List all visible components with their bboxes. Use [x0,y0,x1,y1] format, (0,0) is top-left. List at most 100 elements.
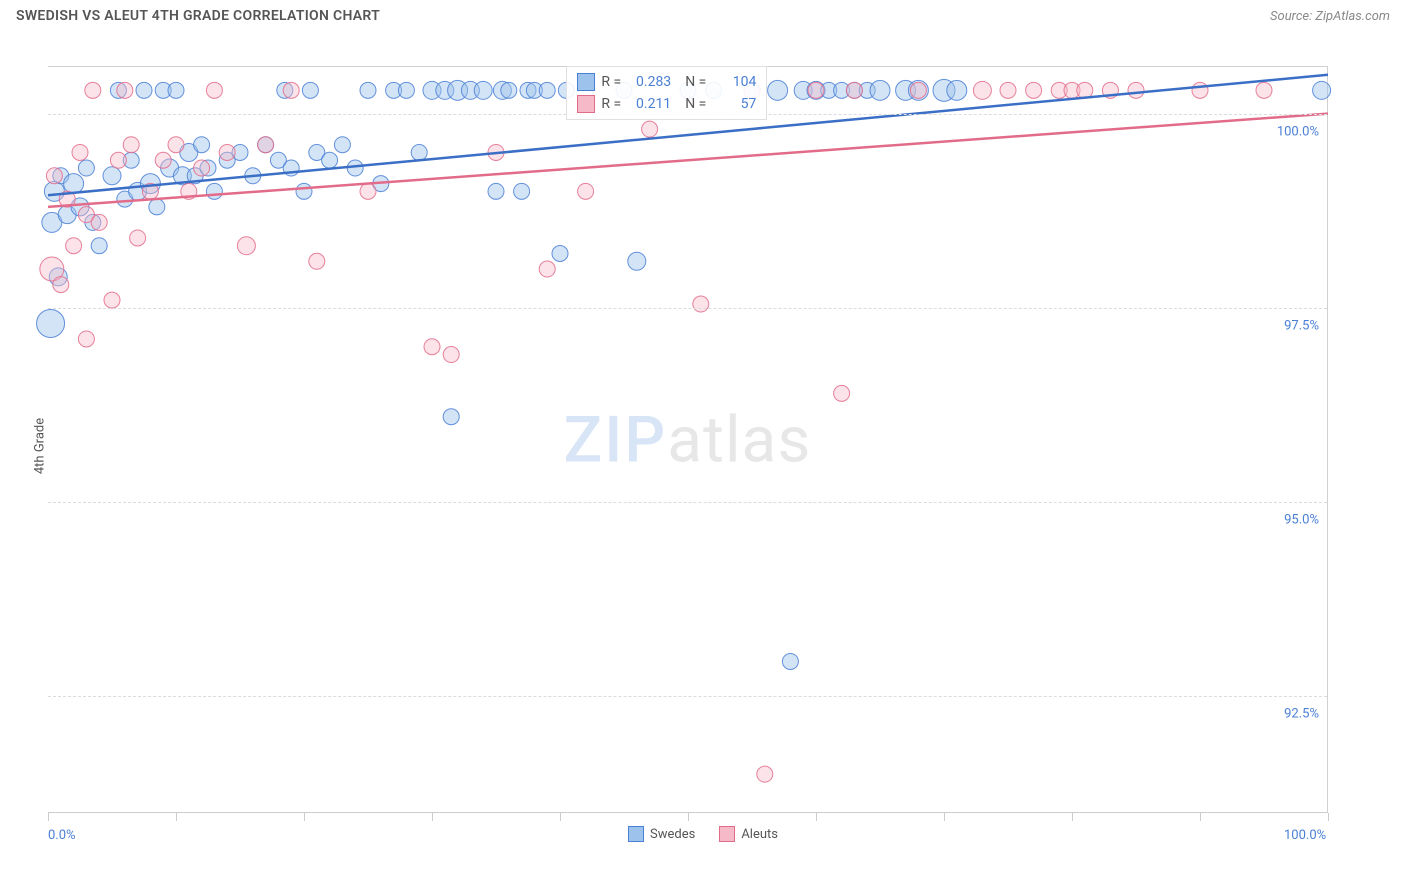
scatter-point [64,174,84,194]
scatter-point [443,409,459,425]
x-tick [1072,813,1073,821]
grid-line-h [48,308,1327,309]
scatter-point [91,214,107,230]
scatter-point [194,137,210,153]
scatter-point [424,339,440,355]
scatter-point [973,81,991,99]
scatter-point [78,160,94,176]
x-tick [1200,813,1201,821]
stats-row: R =0.211N =57 [577,93,756,115]
y-tick-label: 92.5% [1284,707,1319,722]
scatter-point [411,144,427,160]
x-tick [944,813,945,821]
scatter-point [552,246,568,262]
scatter-point [237,237,255,255]
legend-swatch-aleuts [719,826,735,842]
y-tick-label: 97.5% [1284,318,1319,333]
x-tick-label: 0.0% [48,828,76,843]
x-tick [432,813,433,821]
stats-swatch [577,95,595,113]
scatter-plot-svg [48,67,1327,812]
x-tick [560,813,561,821]
y-tick-label: 100.0% [1277,124,1319,139]
scatter-point [130,230,146,246]
scatter-point [85,82,101,98]
x-tick [688,813,689,821]
stats-n-label: N = [685,96,706,112]
x-tick [1328,813,1329,821]
scatter-point [1128,82,1144,98]
scatter-point [123,137,139,153]
scatter-point [578,183,594,199]
legend-bottom: Swedes Aleuts [628,826,778,842]
scatter-point [474,81,492,99]
scatter-point [398,82,414,98]
y-axis-label: 4th Grade [33,418,48,474]
scatter-point [501,82,517,98]
scatter-point [296,183,312,199]
scatter-point [360,183,376,199]
scatter-point [155,152,171,168]
x-tick [176,813,177,821]
scatter-point [104,292,120,308]
legend-swatch-swedes [628,826,644,842]
scatter-point [693,296,709,312]
scatter-point [206,82,222,98]
scatter-point [117,82,133,98]
scatter-point [443,347,459,363]
stats-row: R =0.283N =104 [577,71,756,93]
chart-header: SWEDISH VS ALEUT 4TH GRADE CORRELATION C… [0,0,1406,28]
legend-item-swedes: Swedes [628,826,695,842]
scatter-point [539,261,555,277]
chart-title: SWEDISH VS ALEUT 4TH GRADE CORRELATION C… [16,8,380,24]
x-tick [48,813,49,821]
stats-r-label: R = [601,96,621,112]
scatter-point [1313,81,1331,99]
scatter-point [283,82,299,98]
grid-line-h [48,502,1327,503]
scatter-point [870,80,890,100]
scatter-point [834,385,850,401]
scatter-point [91,238,107,254]
legend-item-aleuts: Aleuts [719,826,778,842]
x-tick-label: 100.0% [1284,828,1326,843]
stats-r-value: 0.283 [627,74,671,90]
scatter-point [168,82,184,98]
scatter-point [628,252,646,270]
scatter-point [642,121,658,137]
stats-r-label: R = [601,74,621,90]
x-tick [816,813,817,821]
scatter-point [808,82,824,98]
scatter-point [514,183,530,199]
scatter-point [194,160,210,176]
scatter-point [768,80,788,100]
chart-source: Source: ZipAtlas.com [1270,9,1390,24]
scatter-point [110,152,126,168]
scatter-point [149,199,165,215]
scatter-point [322,152,338,168]
chart-plot-area: ZIPatlas 92.5%95.0%97.5%100.0% [48,66,1328,812]
scatter-point [1026,82,1042,98]
stats-n-value: 57 [712,96,756,112]
scatter-point [46,168,62,184]
scatter-point [757,766,773,782]
scatter-point [72,144,88,160]
scatter-point [103,167,121,185]
stats-box: R =0.283N =104R =0.211N =57 [566,66,767,120]
scatter-point [78,331,94,347]
grid-line-h [48,696,1327,697]
scatter-point [206,183,222,199]
scatter-point [1256,82,1272,98]
scatter-point [782,653,798,669]
x-tick [304,813,305,821]
scatter-point [846,82,862,98]
scatter-point [168,137,184,153]
scatter-point [488,183,504,199]
scatter-point [53,277,69,293]
scatter-point [136,82,152,98]
scatter-point [947,80,967,100]
scatter-point [1192,82,1208,98]
scatter-point [334,137,350,153]
scatter-point [360,82,376,98]
scatter-point [66,238,82,254]
